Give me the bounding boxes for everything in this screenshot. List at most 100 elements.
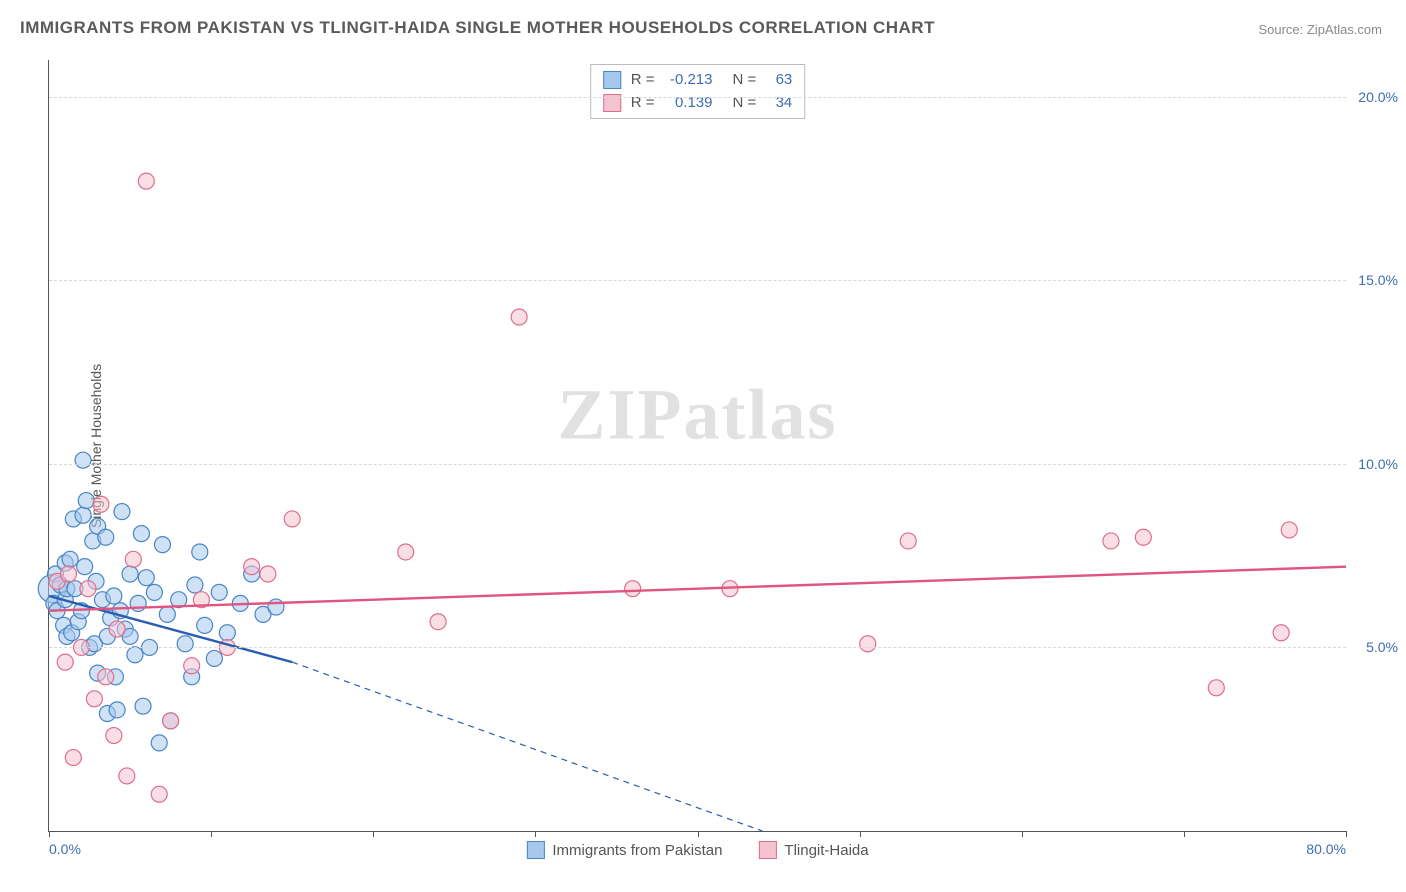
scatter-point — [187, 577, 203, 593]
n-value: 63 — [766, 69, 792, 92]
x-tick — [373, 831, 374, 837]
scatter-point — [1103, 533, 1119, 549]
scatter-point — [62, 551, 78, 567]
plot-area: ZIPatlas R =-0.213N =63R =0.139N =34 Imm… — [48, 60, 1346, 832]
stat-row: R = 0.139 N = 34 — [603, 92, 793, 115]
y-tick-label: 10.0% — [1352, 456, 1398, 472]
scatter-point — [60, 566, 76, 582]
r-label: R = — [631, 69, 655, 92]
scatter-point — [98, 529, 114, 545]
scatter-point — [109, 702, 125, 718]
scatter-point — [65, 750, 81, 766]
scatter-point — [398, 544, 414, 560]
scatter-point — [151, 735, 167, 751]
scatter-point — [211, 584, 227, 600]
scatter-point — [860, 636, 876, 652]
legend-bottom: Immigrants from Pakistan Tlingit-Haida — [526, 841, 868, 859]
x-tick — [49, 831, 50, 837]
scatter-point — [1135, 529, 1151, 545]
x-tick-label: 80.0% — [1306, 841, 1346, 857]
x-tick-label: 0.0% — [49, 841, 81, 857]
scatter-point — [163, 713, 179, 729]
scatter-point — [106, 728, 122, 744]
scatter-point — [146, 584, 162, 600]
scatter-point — [260, 566, 276, 582]
chart-title: IMMIGRANTS FROM PAKISTAN VS TLINGIT-HAID… — [20, 18, 935, 38]
source-attribution: Source: ZipAtlas.com — [1258, 22, 1382, 37]
scatter-point — [244, 559, 260, 575]
legend-swatch — [758, 841, 776, 859]
scatter-point — [122, 566, 138, 582]
scatter-point — [154, 537, 170, 553]
r-value: 0.139 — [665, 92, 713, 115]
source-name: ZipAtlas.com — [1307, 22, 1382, 37]
x-tick — [1346, 831, 1347, 837]
y-tick-label: 5.0% — [1352, 639, 1398, 655]
scatter-point — [106, 588, 122, 604]
scatter-point — [206, 650, 222, 666]
stat-row: R = -0.213 N = 63 — [603, 69, 793, 92]
scatter-point — [197, 617, 213, 633]
r-label: R = — [631, 92, 655, 115]
x-tick — [698, 831, 699, 837]
scatter-point — [75, 507, 91, 523]
scatter-point — [80, 581, 96, 597]
scatter-point — [114, 504, 130, 520]
scatter-point — [133, 526, 149, 542]
scatter-point — [511, 309, 527, 325]
legend-item: Immigrants from Pakistan — [526, 841, 722, 859]
gridline-horizontal — [49, 280, 1346, 281]
gridline-horizontal — [49, 464, 1346, 465]
scatter-point — [900, 533, 916, 549]
scatter-point — [219, 625, 235, 641]
scatter-point — [430, 614, 446, 630]
scatter-point — [57, 654, 73, 670]
correlation-stats-box: R = -0.213 N = 63 R = 0.139 N = 34 — [590, 64, 806, 119]
scatter-point — [1281, 522, 1297, 538]
legend-label: Tlingit-Haida — [784, 842, 868, 859]
legend-swatch — [603, 71, 621, 89]
scatter-point — [625, 581, 641, 597]
scatter-point — [192, 544, 208, 560]
n-label: N = — [733, 69, 757, 92]
scatter-point — [75, 452, 91, 468]
scatter-point — [77, 559, 93, 575]
gridline-horizontal — [49, 647, 1346, 648]
x-tick — [1022, 831, 1023, 837]
scatter-point — [284, 511, 300, 527]
scatter-point — [159, 606, 175, 622]
scatter-point — [151, 786, 167, 802]
scatter-point — [125, 551, 141, 567]
scatter-point — [1208, 680, 1224, 696]
scatter-point — [1273, 625, 1289, 641]
scatter-point — [138, 173, 154, 189]
legend-item: Tlingit-Haida — [758, 841, 868, 859]
source-prefix: Source: — [1258, 22, 1306, 37]
trend-line-extrapolated — [292, 662, 762, 831]
y-tick-label: 15.0% — [1352, 272, 1398, 288]
scatter-svg — [49, 60, 1346, 831]
x-tick — [1184, 831, 1185, 837]
n-label: N = — [733, 92, 757, 115]
n-value: 34 — [766, 92, 792, 115]
legend-swatch — [526, 841, 544, 859]
scatter-point — [138, 570, 154, 586]
scatter-point — [177, 636, 193, 652]
x-tick — [535, 831, 536, 837]
x-tick — [211, 831, 212, 837]
y-tick-label: 20.0% — [1352, 89, 1398, 105]
r-value: -0.213 — [665, 69, 713, 92]
scatter-point — [184, 658, 200, 674]
scatter-point — [119, 768, 135, 784]
scatter-point — [78, 493, 94, 509]
scatter-point — [127, 647, 143, 663]
gridline-horizontal — [49, 97, 1346, 98]
scatter-point — [93, 496, 109, 512]
scatter-point — [135, 698, 151, 714]
scatter-point — [86, 691, 102, 707]
x-tick — [860, 831, 861, 837]
scatter-point — [268, 599, 284, 615]
scatter-point — [109, 621, 125, 637]
legend-label: Immigrants from Pakistan — [552, 842, 722, 859]
scatter-point — [98, 669, 114, 685]
